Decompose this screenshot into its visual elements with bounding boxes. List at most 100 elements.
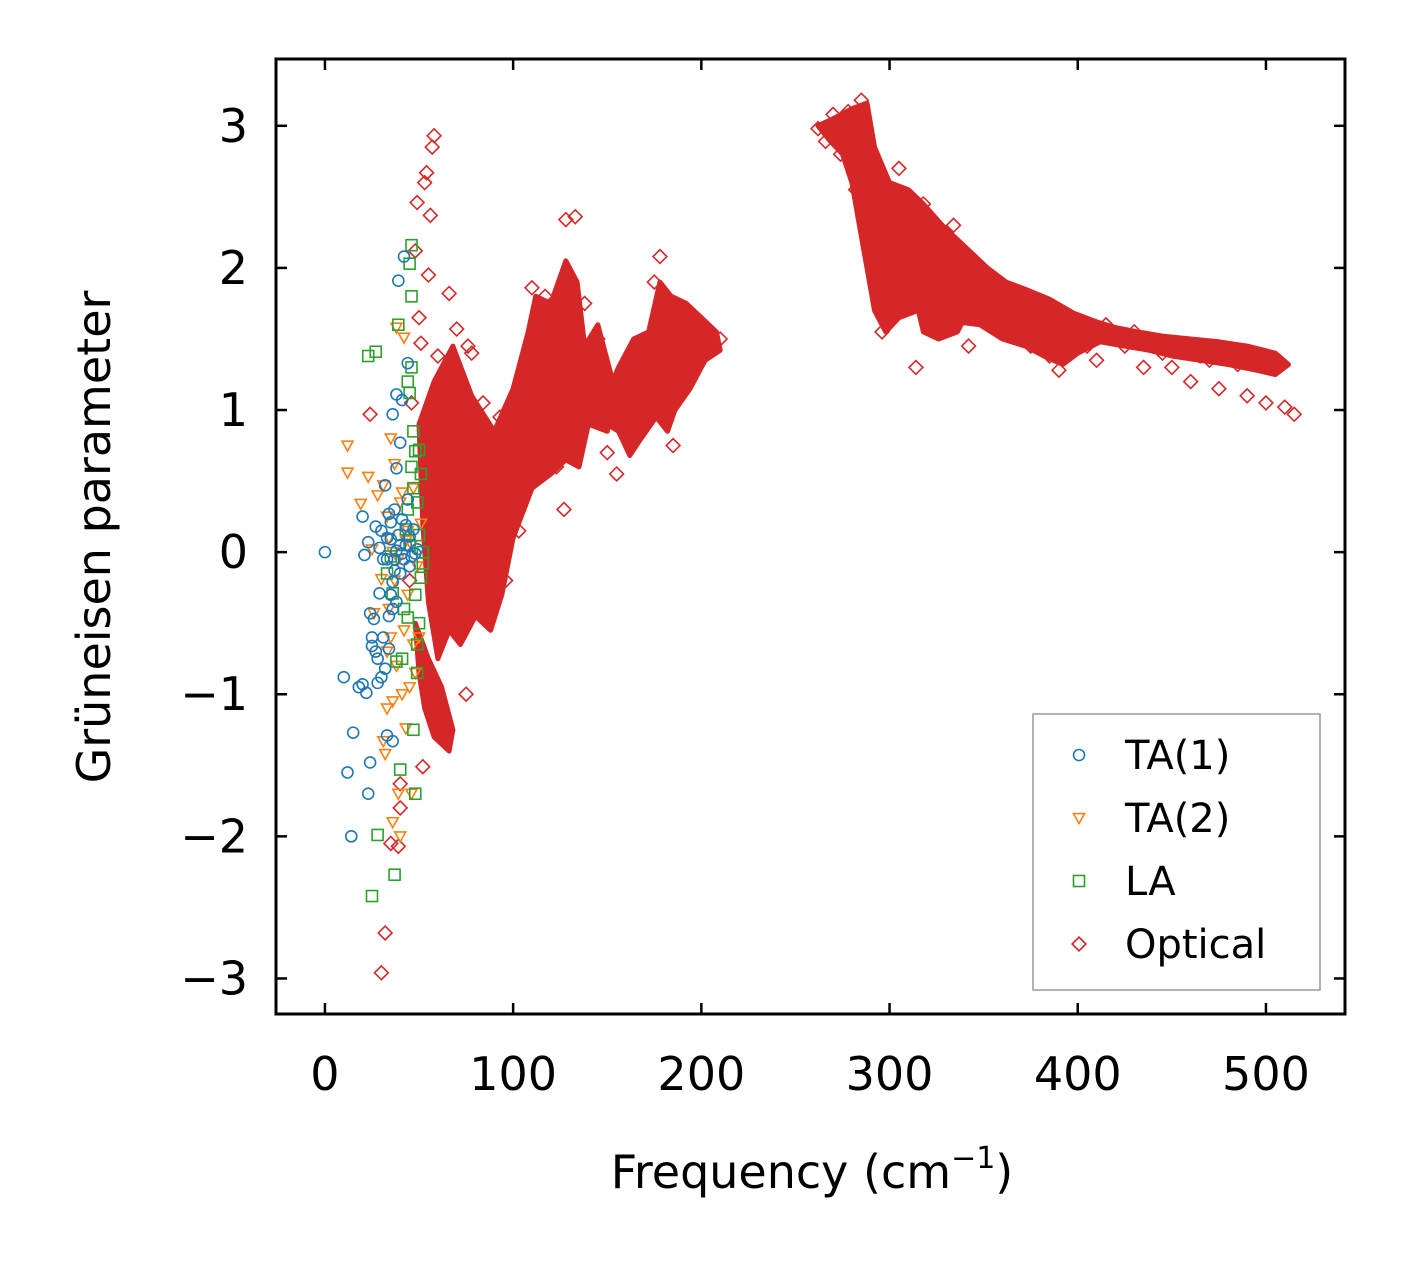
point-ta-1 — [386, 575, 399, 589]
point-optical — [1257, 394, 1274, 411]
point-ta-1 — [380, 531, 394, 545]
point-ta-1 — [392, 274, 405, 287]
point-optical — [390, 838, 407, 855]
point-optical — [497, 572, 514, 589]
y-tick-label: −2 — [180, 809, 248, 863]
point-optical — [1022, 338, 1039, 355]
point-ta-2 — [393, 831, 408, 844]
point-optical — [439, 393, 456, 410]
point-optical — [422, 207, 439, 224]
legend-label: LA — [1125, 859, 1176, 905]
point-optical — [1201, 352, 1218, 369]
point-ta-1 — [376, 552, 390, 566]
point-la — [412, 616, 426, 630]
point-optical — [1060, 330, 1077, 347]
point-optical — [683, 323, 700, 340]
point-la — [408, 588, 422, 602]
point-ta-1 — [337, 670, 351, 684]
point-ta-2 — [400, 589, 415, 602]
point-optical — [646, 274, 663, 291]
point-optical — [1135, 359, 1152, 376]
point-optical — [1013, 295, 1030, 312]
point-optical — [557, 211, 574, 228]
point-ta-1 — [378, 662, 392, 675]
point-ta-2 — [404, 788, 419, 801]
point-optical — [441, 285, 458, 302]
point-optical — [433, 416, 450, 433]
point-ta-1 — [401, 356, 415, 370]
point-ta-1 — [382, 642, 396, 656]
point-optical — [874, 323, 891, 340]
point-ta-1 — [393, 567, 407, 580]
point-optical — [702, 338, 719, 355]
point-optical — [420, 267, 437, 284]
point-ta-2 — [340, 467, 355, 480]
point-optical — [1097, 316, 1114, 333]
point-ta-1 — [380, 552, 394, 566]
x-tick-label: 0 — [310, 1047, 339, 1101]
point-ta-1 — [395, 393, 409, 407]
point-optical — [1041, 348, 1058, 365]
point-optical — [582, 409, 599, 426]
point-ta-1 — [386, 602, 399, 616]
point-ta-2 — [406, 482, 421, 496]
point-la — [395, 652, 409, 666]
point-optical — [1239, 387, 1256, 404]
point-optical — [1032, 316, 1049, 333]
point-optical — [1210, 380, 1227, 397]
point-optical — [847, 181, 864, 198]
point-optical — [567, 208, 584, 225]
point-optical — [510, 522, 527, 539]
point-ta-1 — [378, 479, 392, 492]
x-tick-label: 500 — [1222, 1047, 1310, 1101]
point-optical — [459, 338, 476, 355]
legend-marker — [1072, 748, 1086, 762]
x-axis-title: Frequency (cm−1) — [611, 1141, 1014, 1199]
point-optical — [674, 302, 691, 319]
point-ta-1 — [393, 538, 407, 552]
point-ta-1 — [369, 645, 383, 658]
point-optical — [412, 335, 429, 352]
point-la — [361, 349, 375, 363]
point-optical — [1079, 338, 1096, 355]
point-la — [388, 868, 401, 882]
point-optical — [426, 127, 443, 144]
point-la — [405, 290, 418, 303]
optical-dense-region — [412, 620, 456, 754]
point-ta-2 — [353, 498, 368, 511]
point-optical — [657, 338, 674, 355]
point-ta-1 — [344, 830, 358, 843]
point-optical — [1050, 362, 1067, 379]
y-tick-label: −1 — [180, 667, 248, 721]
point-optical — [1229, 356, 1246, 373]
point-la — [408, 787, 422, 801]
point-la — [403, 386, 416, 400]
point-optical — [1088, 352, 1105, 369]
point-optical — [994, 316, 1011, 333]
point-optical — [890, 160, 907, 177]
point-ta-1 — [399, 518, 413, 532]
point-ta-2 — [385, 816, 400, 830]
point-optical — [505, 397, 522, 414]
point-optical — [429, 348, 446, 365]
point-optical — [362, 406, 379, 423]
point-ta-2 — [383, 433, 398, 446]
point-ta-1 — [361, 535, 375, 549]
legend-marker — [1072, 874, 1086, 888]
point-la — [405, 460, 418, 474]
x-tick-label: 300 — [846, 1047, 934, 1101]
point-optical — [482, 501, 499, 518]
point-ta-2 — [402, 681, 417, 695]
point-optical — [665, 437, 682, 454]
point-la — [412, 443, 426, 457]
point-la — [407, 723, 420, 737]
point-ta-2 — [385, 696, 400, 709]
point-optical — [377, 924, 394, 942]
point-optical — [840, 103, 857, 120]
y-axis-title: Grüneisen parameter — [67, 290, 121, 783]
point-ta-2 — [376, 735, 391, 749]
point-optical — [1145, 338, 1162, 355]
x-tick-label: 400 — [1034, 1047, 1122, 1101]
x-tick-label: 100 — [469, 1047, 557, 1101]
point-ta-2 — [395, 689, 409, 702]
